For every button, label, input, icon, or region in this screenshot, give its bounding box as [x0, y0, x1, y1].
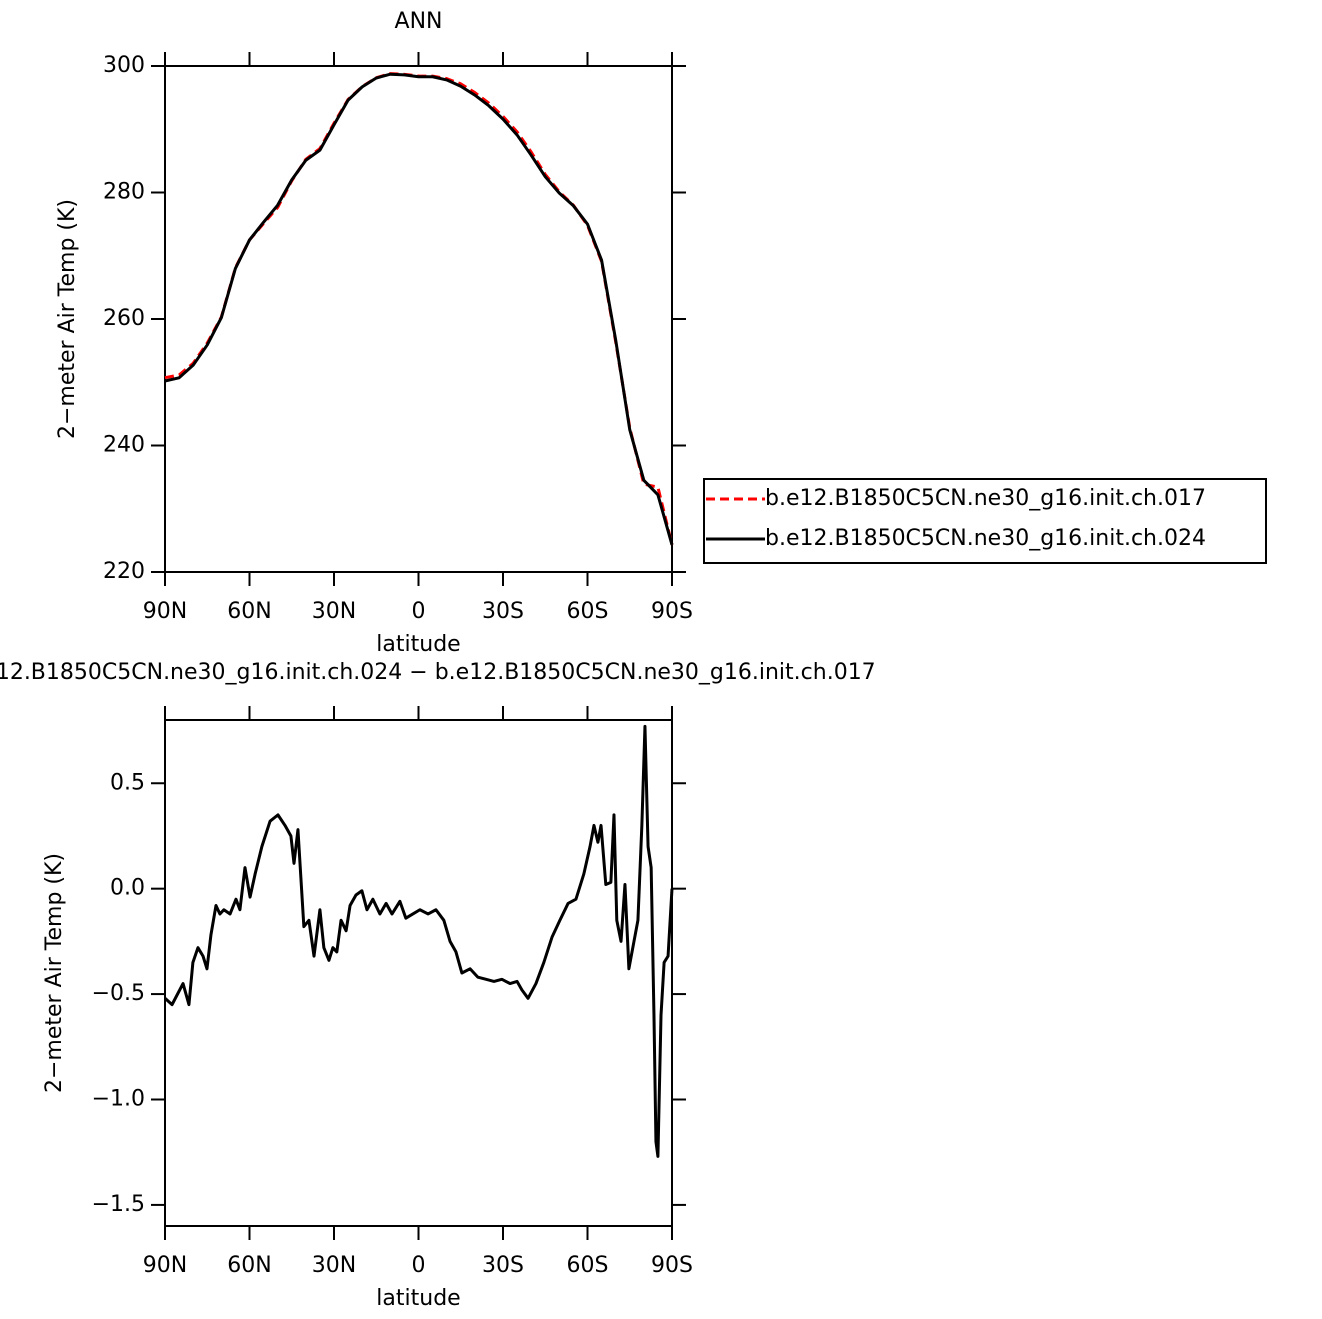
plot-frame — [164, 65, 673, 573]
x-tick-label: 90S — [651, 1253, 693, 1278]
data-line — [163, 724, 674, 1158]
x-tick-label: 30S — [482, 599, 524, 624]
y-tick-label: 260 — [103, 306, 145, 331]
y-tick-label: 220 — [103, 559, 145, 584]
x-tick-label: 60S — [567, 1253, 609, 1278]
y-tick-label: 300 — [103, 53, 145, 78]
x-tick-label: 90S — [651, 599, 693, 624]
x-tick-label: 60S — [567, 599, 609, 624]
y-tick-label: −1.5 — [92, 1192, 145, 1217]
chart-title: b.e12.B1850C5CN.ne30_g16.init.ch.024 − b… — [0, 660, 876, 685]
y-tick-label: −0.5 — [92, 981, 145, 1006]
x-tick-label: 0 — [412, 1253, 426, 1278]
x-tick-label: 90N — [143, 1253, 187, 1278]
x-axis-label: latitude — [376, 632, 460, 657]
legend-label: b.e12.B1850C5CN.ne30_g16.init.ch.024 — [765, 526, 1206, 551]
data-line — [164, 72, 674, 546]
y-tick-label: 280 — [103, 180, 145, 205]
y-tick-label: −1.0 — [92, 1087, 145, 1112]
y-axis-label: 2−meter Air Temp (K) — [42, 853, 67, 1093]
chart-title: ANN — [395, 9, 443, 34]
data-line — [164, 72, 674, 546]
y-tick-label: 0.5 — [110, 770, 145, 795]
legend-box — [703, 478, 1267, 564]
x-tick-label: 90N — [143, 599, 187, 624]
y-axis-label: 2−meter Air Temp (K) — [55, 199, 80, 439]
y-tick-label: 240 — [103, 433, 145, 458]
x-tick-label: 60N — [227, 1253, 271, 1278]
x-tick-label: 30N — [312, 599, 356, 624]
x-tick-label: 30N — [312, 1253, 356, 1278]
x-tick-label: 60N — [227, 599, 271, 624]
y-tick-label: 0.0 — [110, 876, 145, 901]
x-axis-label: latitude — [376, 1286, 460, 1311]
plot-frame — [164, 719, 673, 1227]
x-tick-label: 0 — [412, 599, 426, 624]
x-tick-label: 30S — [482, 1253, 524, 1278]
legend-label: b.e12.B1850C5CN.ne30_g16.init.ch.017 — [765, 486, 1206, 511]
